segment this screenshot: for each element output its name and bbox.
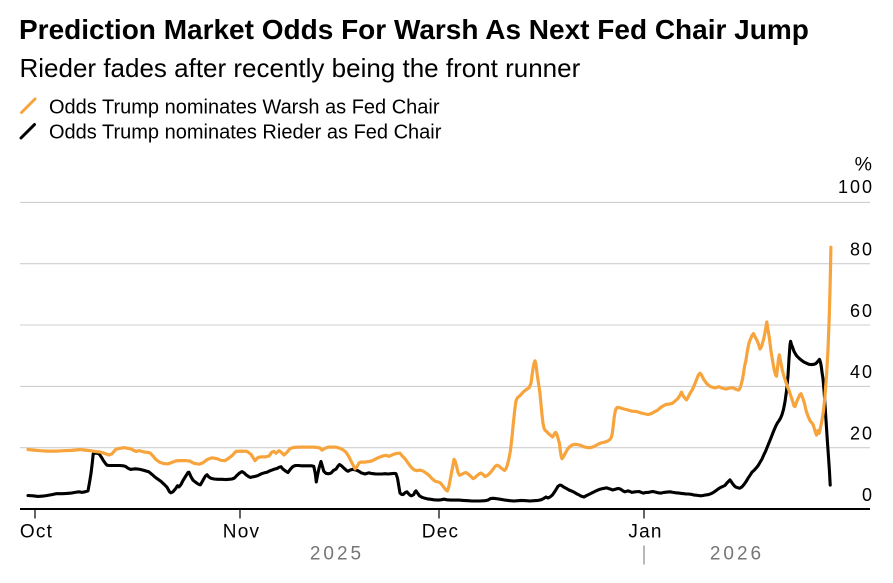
svg-text:20: 20	[850, 424, 874, 444]
svg-text:Odds Trump nominates Rieder as: Odds Trump nominates Rieder as Fed Chair	[49, 122, 442, 144]
svg-text:Jan: Jan	[628, 522, 662, 543]
svg-text:0: 0	[862, 485, 874, 505]
svg-text:Nov: Nov	[223, 522, 260, 543]
svg-text:Oct: Oct	[20, 522, 53, 543]
svg-text:Odds Trump nominates Warsh as: Odds Trump nominates Warsh as Fed Chair	[49, 96, 440, 118]
svg-text:40: 40	[850, 362, 874, 382]
svg-text:Rieder fades after recently be: Rieder fades after recently being the fr…	[20, 53, 581, 83]
svg-text:%: %	[855, 154, 874, 176]
svg-text:2025: 2025	[310, 544, 364, 565]
svg-text:60: 60	[850, 301, 874, 321]
svg-text:Prediction Market Odds For War: Prediction Market Odds For Warsh As Next…	[19, 14, 809, 45]
svg-text:2026: 2026	[710, 544, 764, 565]
svg-text:80: 80	[850, 240, 874, 260]
svg-text:100: 100	[838, 177, 874, 197]
svg-text:Dec: Dec	[422, 522, 459, 543]
